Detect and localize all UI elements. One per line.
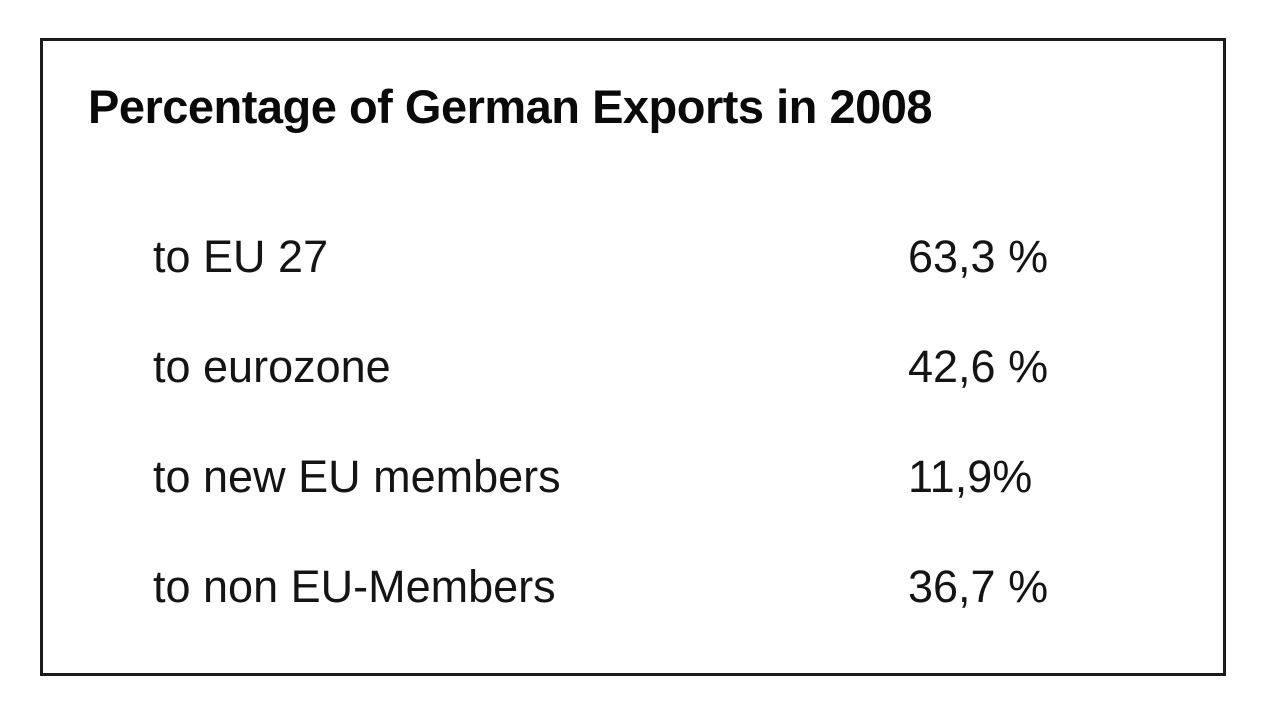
page-title: Percentage of German Exports in 2008 <box>88 80 933 133</box>
row-value: 11,9% <box>908 451 1033 502</box>
row-label: to eurozone <box>153 341 391 392</box>
row-label: to new EU members <box>153 451 561 502</box>
row-label: to non EU-Members <box>153 561 556 612</box>
table-row: to eurozone 42,6 % <box>43 312 1223 422</box>
row-value: 36,7 % <box>908 561 1049 612</box>
row-value: 42,6 % <box>908 341 1049 392</box>
table-row: to non EU-Members 36,7 % <box>43 532 1223 642</box>
exports-table-rows: to EU 27 63,3 % to eurozone 42,6 % to ne… <box>43 202 1223 642</box>
exports-table-panel: Percentage of German Exports in 2008 to … <box>40 38 1226 676</box>
table-row: to new EU members 11,9% <box>43 422 1223 532</box>
table-row: to EU 27 63,3 % <box>43 202 1223 312</box>
row-value: 63,3 % <box>908 231 1049 282</box>
row-label: to EU 27 <box>153 231 329 282</box>
